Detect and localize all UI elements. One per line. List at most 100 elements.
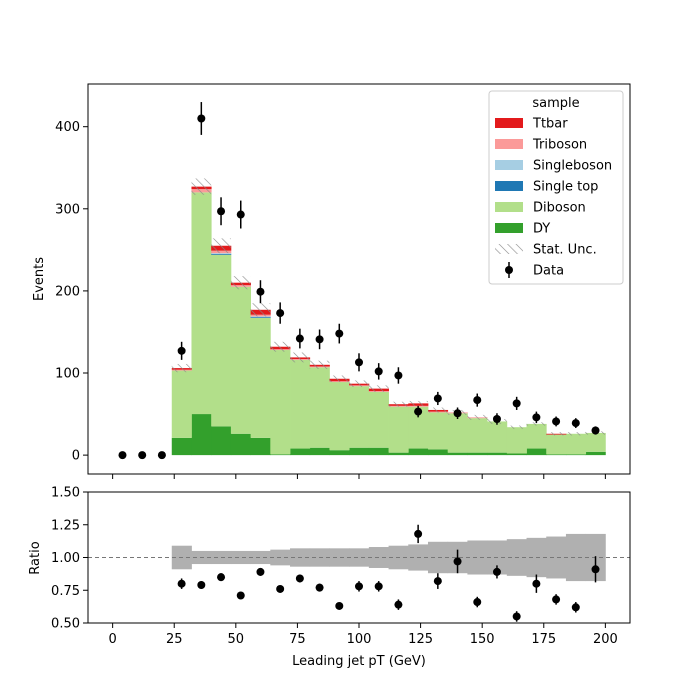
- ratio-band-bin: [467, 540, 488, 575]
- stat-unc-bin: [250, 303, 271, 317]
- y-tick-label: 300: [55, 202, 80, 217]
- data-point: [315, 335, 324, 344]
- x-tick-label: 100: [347, 632, 372, 647]
- bar: [368, 391, 389, 448]
- main-y-axis: 0 100 200 300 400: [55, 120, 88, 464]
- data-point: [374, 367, 383, 376]
- data-point: [157, 451, 166, 460]
- legend-entry: Single top: [533, 180, 598, 195]
- bar: [447, 413, 468, 453]
- bar: [427, 449, 449, 456]
- stat-unc-band: [171, 178, 606, 436]
- bar: [230, 286, 251, 434]
- x-tick-label: 75: [289, 632, 306, 647]
- data-point: [138, 451, 147, 460]
- ratio-band-bin: [546, 536, 567, 579]
- ratio-point: [532, 579, 541, 588]
- stack-dy: [171, 414, 606, 456]
- ratio-point: [177, 579, 186, 588]
- data-point: [295, 334, 304, 343]
- ratio-point: [492, 567, 501, 576]
- bar: [487, 421, 508, 453]
- main-plot-area: [118, 102, 606, 460]
- bar: [211, 253, 232, 254]
- ratio-point: [433, 577, 442, 586]
- y-tick-label: 1.50: [51, 486, 80, 501]
- ratio-point: [414, 529, 423, 538]
- bar: [270, 350, 291, 455]
- bar: [329, 382, 350, 451]
- data-point: [217, 207, 226, 216]
- ratio-y-axis: 0.50 0.75 1.00 1.25 1.50: [51, 486, 88, 632]
- ratio-point: [217, 573, 226, 582]
- ratio-point: [571, 603, 580, 612]
- bar: [211, 426, 232, 456]
- stat-unc-bin: [388, 401, 409, 407]
- x-tick-label: 150: [470, 632, 495, 647]
- data-point: [591, 426, 600, 435]
- data-point: [355, 358, 363, 367]
- bar: [171, 437, 192, 456]
- stack-singleboson: [211, 253, 271, 318]
- ratio-band-bin: [565, 533, 587, 582]
- bar: [250, 318, 271, 438]
- bar: [211, 254, 232, 427]
- ratio-points: [177, 524, 600, 622]
- data-point: [118, 451, 127, 460]
- legend-swatch: [495, 160, 523, 170]
- y-tick-label: 0.75: [51, 584, 80, 599]
- ratio-point: [394, 600, 403, 609]
- ratio-point: [335, 601, 344, 610]
- bar: [388, 406, 409, 453]
- ratio-point: [295, 574, 304, 583]
- ratio-band-bin: [329, 548, 350, 567]
- main-panel: 0 100 200 300 400 Events sample Ttbar Triboson…: [32, 83, 631, 479]
- bar: [447, 452, 468, 456]
- ratio-point: [197, 581, 206, 590]
- bar: [565, 433, 587, 455]
- legend-swatch-stat-unc: [495, 244, 523, 254]
- bar: [467, 418, 488, 453]
- stat-unc-bin: [270, 341, 291, 352]
- ratio-point: [512, 612, 521, 621]
- y-tick-label: 200: [55, 284, 80, 299]
- x-tick-label: 50: [228, 632, 245, 647]
- y-tick-label: 100: [55, 367, 80, 382]
- ratio-panel: 0.50 0.75 1.00 1.25 1.50 0 25 50 75 100 125 150 175…: [28, 486, 631, 669]
- stat-unc-bin: [211, 238, 231, 254]
- x-tick-label: 25: [166, 632, 183, 647]
- bar: [250, 317, 271, 318]
- stat-unc-bin: [526, 422, 547, 426]
- legend-swatch: [495, 118, 523, 128]
- stack-single-top: [211, 253, 271, 318]
- bar: [585, 432, 606, 452]
- stat-unc-bin: [427, 407, 448, 413]
- bar: [487, 452, 508, 456]
- stat-unc-bin: [565, 432, 586, 436]
- y-tick-label: 1.00: [51, 551, 80, 566]
- legend-entry: Singleboson: [533, 159, 612, 174]
- main-x-axis: [112, 474, 606, 479]
- data-point: [394, 371, 403, 380]
- data-point: [512, 399, 521, 408]
- bar: [546, 434, 567, 455]
- x-tick-label: 125: [408, 632, 433, 647]
- bar: [270, 454, 291, 456]
- legend-entry: Data: [533, 264, 564, 279]
- data-point: [177, 346, 186, 355]
- x-tick-label: 0: [108, 632, 116, 647]
- ratio-point: [256, 567, 265, 576]
- bar: [250, 437, 271, 456]
- data-points: [118, 102, 600, 460]
- data-point: [492, 414, 501, 423]
- data-point: [335, 329, 344, 338]
- ratio-point: [276, 584, 285, 593]
- legend-title: sample: [532, 96, 579, 111]
- bar: [408, 406, 429, 449]
- stat-unc-bin: [546, 432, 566, 436]
- legend-entry: Ttbar: [532, 117, 568, 132]
- legend-entry: Triboson: [532, 138, 587, 153]
- data-point: [414, 407, 423, 416]
- bar: [211, 253, 232, 255]
